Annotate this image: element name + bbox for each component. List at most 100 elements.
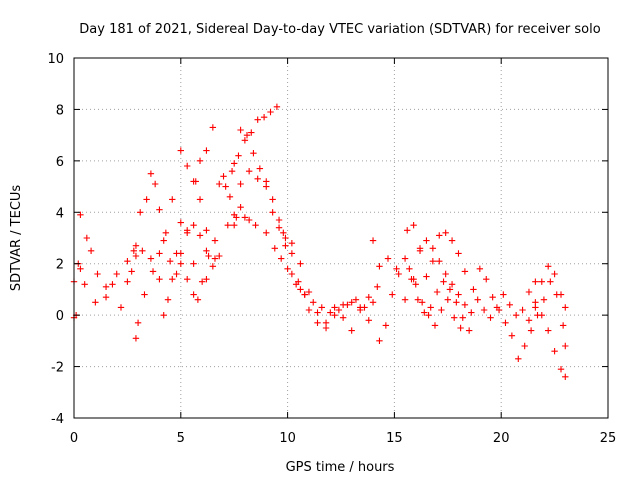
data-point [177, 219, 184, 226]
axis-ticks: 0 5 10 15 20 25 -4 -2 0 2 4 6 8 10 [47, 52, 616, 446]
data-point [184, 227, 191, 234]
data-point [461, 268, 469, 275]
data-point [205, 252, 212, 260]
data-point [401, 296, 409, 303]
data-point [562, 373, 569, 381]
data-point [483, 275, 490, 283]
data-point [412, 281, 419, 288]
data-point [252, 221, 259, 229]
data-point [94, 270, 101, 278]
data-point [423, 237, 430, 244]
data-point [190, 221, 197, 229]
data-point [489, 293, 496, 301]
data-point [160, 311, 167, 319]
data-point [348, 299, 355, 306]
plot-frame [73, 57, 609, 419]
data-point [164, 296, 172, 303]
data-point [184, 275, 191, 283]
data-point [203, 147, 210, 154]
data-point [77, 265, 84, 273]
data-point [451, 314, 458, 321]
data-point [169, 196, 176, 203]
data-point [147, 170, 155, 177]
data-point [216, 252, 223, 260]
data-point [297, 260, 304, 267]
data-point [147, 255, 155, 262]
data-point [365, 317, 372, 324]
grid-lines [74, 58, 608, 418]
data-points [70, 103, 569, 381]
data-point [256, 165, 264, 172]
data-point [288, 250, 296, 257]
data-point [551, 270, 558, 278]
x-tick-label: 25 [600, 431, 617, 446]
y-tick-label: -4 [51, 412, 64, 427]
data-point [222, 183, 229, 190]
data-point [527, 327, 535, 334]
data-point [547, 278, 554, 285]
data-point [124, 257, 131, 265]
data-point [194, 296, 202, 303]
data-point [314, 309, 321, 316]
data-point [544, 263, 552, 270]
data-point [404, 227, 411, 234]
data-point [540, 296, 548, 303]
data-point [224, 221, 231, 229]
data-point [553, 291, 560, 298]
data-point [525, 317, 533, 324]
data-point [117, 304, 125, 311]
data-point [209, 124, 217, 131]
data-point [448, 237, 456, 244]
data-point [241, 137, 249, 144]
data-point [169, 275, 176, 283]
x-axis-label: GPS time / hours [286, 460, 395, 475]
data-point [87, 247, 95, 255]
data-point [190, 260, 197, 267]
data-point [83, 234, 91, 242]
data-point [151, 180, 159, 188]
data-point [243, 131, 251, 139]
data-point [128, 268, 135, 275]
data-point [192, 178, 199, 185]
data-point [139, 247, 146, 255]
data-point [433, 288, 441, 296]
data-point [275, 224, 283, 231]
y-tick-label: 2 [56, 258, 64, 273]
data-point [141, 291, 148, 298]
data-point [421, 309, 428, 316]
data-point [348, 327, 355, 334]
data-point [301, 291, 308, 298]
data-point [410, 221, 417, 229]
data-point [282, 242, 289, 249]
x-tick-label: 15 [386, 431, 403, 446]
data-point [459, 314, 466, 321]
data-point [448, 281, 456, 288]
data-point [254, 175, 261, 183]
data-point [196, 157, 204, 165]
data-point [209, 263, 217, 270]
data-point [137, 209, 144, 216]
data-point [532, 278, 539, 285]
data-point [245, 216, 253, 224]
data-point [506, 301, 513, 309]
data-point [77, 211, 84, 219]
data-point [211, 237, 219, 244]
data-point [551, 347, 558, 355]
data-point [81, 281, 88, 288]
data-point [102, 293, 110, 301]
data-point [288, 270, 296, 278]
data-point [226, 193, 234, 201]
data-point [442, 229, 449, 237]
data-point [331, 304, 338, 311]
data-point [376, 337, 383, 345]
data-point [92, 299, 99, 306]
data-point [374, 283, 381, 291]
data-point [231, 160, 238, 167]
data-point [508, 332, 516, 339]
data-point [438, 306, 445, 314]
data-point [440, 278, 447, 285]
data-point [280, 229, 287, 237]
data-point [132, 242, 140, 249]
data-point [500, 291, 507, 298]
data-point [406, 265, 413, 273]
